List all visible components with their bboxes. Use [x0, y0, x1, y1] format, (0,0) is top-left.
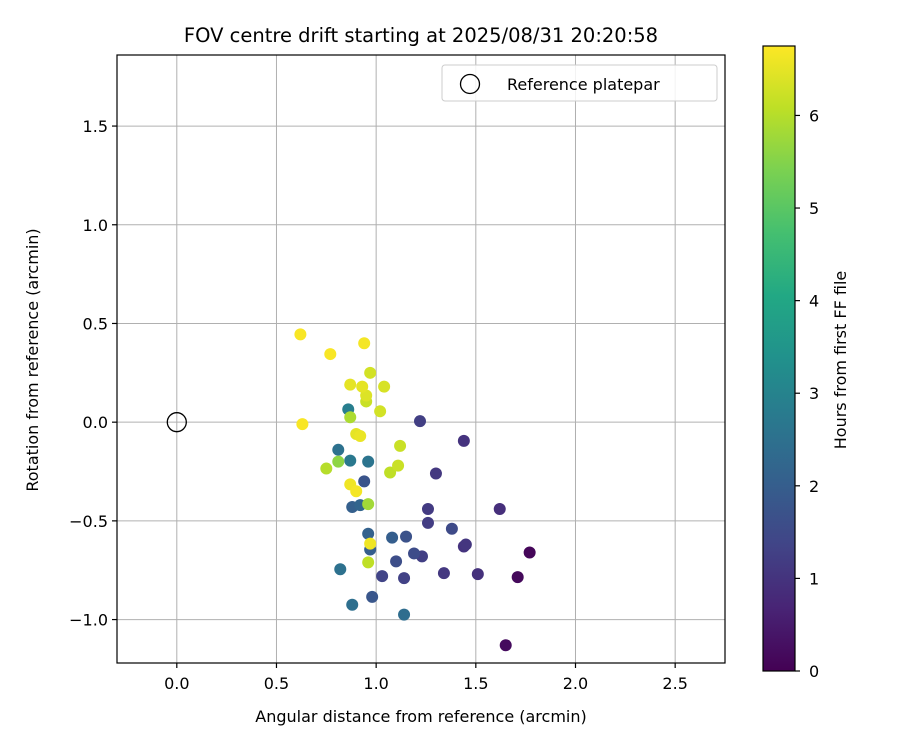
data-point — [376, 570, 389, 583]
data-point — [421, 516, 434, 529]
data-point — [332, 443, 345, 456]
colorbar-tick-label: 1 — [809, 569, 819, 588]
data-point — [523, 546, 536, 559]
y-tick-label: 1.0 — [83, 216, 108, 235]
data-point — [374, 405, 387, 418]
colorbar-tick-label: 4 — [809, 292, 819, 311]
legend-label-reference-platepar: Reference platepar — [507, 75, 660, 94]
data-point — [400, 530, 413, 543]
data-point — [358, 337, 371, 350]
data-point — [344, 378, 357, 391]
data-point — [362, 498, 375, 511]
data-point — [346, 598, 359, 611]
x-tick-label: 1.5 — [463, 674, 488, 693]
data-point — [378, 380, 391, 393]
data-point — [408, 547, 421, 560]
data-point — [332, 455, 345, 468]
colorbar-tick-label: 2 — [809, 477, 819, 496]
legend-marker-open-circle — [459, 73, 481, 95]
colorbar-frame — [762, 45, 796, 672]
data-point — [511, 571, 524, 584]
colorbar: 0 1 2 3 4 5 6 Hours from first FF file — [762, 45, 850, 681]
x-tick-label: 0.0 — [164, 674, 189, 693]
data-point — [362, 455, 375, 468]
y-axis-ticks: −1.0 −0.5 0.0 0.5 1.0 1.5 — [69, 117, 117, 630]
data-point — [320, 462, 333, 475]
data-point — [344, 411, 357, 424]
data-point — [414, 415, 427, 428]
x-tick-label: 0.5 — [264, 674, 289, 693]
data-point — [350, 485, 363, 498]
data-point — [362, 556, 375, 569]
x-tick-label: 2.5 — [662, 674, 687, 693]
data-point — [364, 366, 377, 379]
data-point — [392, 459, 405, 472]
data-points — [294, 328, 536, 652]
data-point — [358, 475, 371, 488]
data-point — [384, 466, 397, 479]
x-axis-ticks: 0.0 0.5 1.0 1.5 2.0 2.5 — [164, 663, 688, 693]
data-point — [459, 538, 472, 551]
grid-lines — [117, 55, 725, 663]
data-point — [493, 503, 506, 516]
colorbar-tick-label: 0 — [809, 662, 819, 681]
reference-layer — [166, 412, 187, 433]
data-point — [344, 454, 357, 467]
data-point — [398, 608, 411, 621]
data-point — [429, 467, 442, 480]
data-point — [445, 522, 458, 535]
reference-platepar-marker — [166, 412, 187, 433]
y-tick-label: 0.5 — [83, 314, 108, 333]
legend-box — [441, 64, 718, 102]
colorbar-tick-label: 3 — [809, 384, 819, 403]
data-point — [364, 537, 377, 550]
data-point — [390, 555, 403, 568]
y-tick-label: −0.5 — [69, 512, 108, 531]
data-point — [294, 328, 307, 341]
y-tick-label: −1.0 — [69, 611, 108, 630]
colorbar-tick-label: 6 — [809, 106, 819, 125]
y-axis-label: Rotation from reference (arcmin) — [23, 228, 42, 491]
x-axis-label: Angular distance from reference (arcmin) — [255, 707, 586, 726]
data-point — [366, 590, 379, 603]
data-point — [296, 418, 309, 431]
colorbar-ticks: 0 1 2 3 4 5 6 — [795, 106, 819, 681]
data-point — [421, 503, 434, 516]
x-tick-label: 1.0 — [363, 674, 388, 693]
y-tick-label: 0.0 — [83, 413, 108, 432]
data-point — [499, 639, 512, 652]
chart-title: FOV centre drift starting at 2025/08/31 … — [184, 24, 658, 47]
data-point — [437, 567, 450, 580]
legend: Reference platepar — [441, 64, 718, 102]
axes-frame — [116, 54, 726, 664]
data-point — [324, 348, 337, 361]
data-point — [457, 434, 470, 447]
colorbar-label: Hours from first FF file — [831, 271, 850, 450]
y-tick-label: 1.5 — [83, 117, 108, 136]
x-tick-label: 2.0 — [563, 674, 588, 693]
data-point — [386, 531, 399, 544]
colorbar-tick-label: 5 — [809, 199, 819, 218]
colorbar-gradient — [763, 46, 795, 671]
data-point — [356, 380, 369, 393]
data-point — [394, 439, 407, 452]
data-point — [354, 429, 367, 442]
data-point — [334, 563, 347, 576]
data-point — [362, 527, 375, 540]
data-point — [471, 568, 484, 581]
data-point — [398, 572, 411, 585]
